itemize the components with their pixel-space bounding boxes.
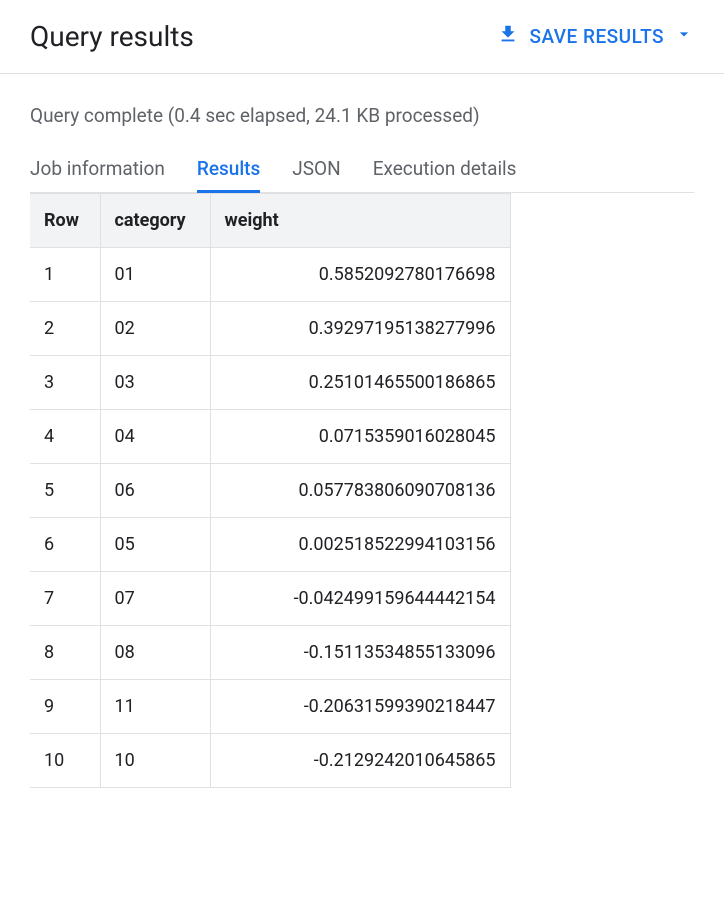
tab-results[interactable]: Results <box>197 147 260 192</box>
content: Query complete (0.4 sec elapsed, 24.1 KB… <box>0 74 724 788</box>
tabs: Job information Results JSON Execution d… <box>30 147 694 193</box>
cell-category: 10 <box>100 734 210 788</box>
cell-category: 02 <box>100 302 210 356</box>
cell-row: 7 <box>30 572 100 626</box>
cell-category: 11 <box>100 680 210 734</box>
cell-row: 10 <box>30 734 100 788</box>
page-title: Query results <box>30 20 194 53</box>
cell-weight: -0.15113534855133096 <box>210 626 510 680</box>
cell-row: 1 <box>30 248 100 302</box>
cell-weight: 0.057783806090708136 <box>210 464 510 518</box>
cell-row: 2 <box>30 302 100 356</box>
header: Query results SAVE RESULTS <box>0 0 724 74</box>
cell-row: 3 <box>30 356 100 410</box>
cell-weight: -0.042499159644442154 <box>210 572 510 626</box>
chevron-down-icon <box>674 24 694 49</box>
tab-job-information[interactable]: Job information <box>30 147 165 192</box>
cell-category: 03 <box>100 356 210 410</box>
table-row: 6050.002518522994103156 <box>30 518 510 572</box>
cell-weight: -0.2129242010645865 <box>210 734 510 788</box>
cell-row: 8 <box>30 626 100 680</box>
save-results-button[interactable]: SAVE RESULTS <box>497 23 694 50</box>
cell-row: 4 <box>30 410 100 464</box>
cell-category: 08 <box>100 626 210 680</box>
table-row: 3030.25101465500186865 <box>30 356 510 410</box>
results-table: Row category weight 1010.585209278017669… <box>30 193 511 788</box>
cell-weight: 0.39297195138277996 <box>210 302 510 356</box>
column-header-weight: weight <box>210 194 510 248</box>
table-row: 808-0.15113534855133096 <box>30 626 510 680</box>
table-row: 4040.0715359016028045 <box>30 410 510 464</box>
table-header-row: Row category weight <box>30 194 510 248</box>
cell-category: 05 <box>100 518 210 572</box>
cell-row: 5 <box>30 464 100 518</box>
cell-category: 04 <box>100 410 210 464</box>
tab-execution-details[interactable]: Execution details <box>373 147 517 192</box>
table-row: 1010.5852092780176698 <box>30 248 510 302</box>
table-row: 707-0.042499159644442154 <box>30 572 510 626</box>
cell-category: 06 <box>100 464 210 518</box>
cell-category: 07 <box>100 572 210 626</box>
cell-weight: 0.0715359016028045 <box>210 410 510 464</box>
column-header-row: Row <box>30 194 100 248</box>
cell-row: 6 <box>30 518 100 572</box>
cell-weight: 0.5852092780176698 <box>210 248 510 302</box>
table-row: 911-0.20631599390218447 <box>30 680 510 734</box>
cell-row: 9 <box>30 680 100 734</box>
cell-category: 01 <box>100 248 210 302</box>
table-row: 1010-0.2129242010645865 <box>30 734 510 788</box>
query-status: Query complete (0.4 sec elapsed, 24.1 KB… <box>30 104 694 127</box>
download-icon <box>497 23 519 50</box>
tab-json[interactable]: JSON <box>292 147 340 192</box>
cell-weight: -0.20631599390218447 <box>210 680 510 734</box>
cell-weight: 0.25101465500186865 <box>210 356 510 410</box>
table-row: 5060.057783806090708136 <box>30 464 510 518</box>
column-header-category: category <box>100 194 210 248</box>
table-row: 2020.39297195138277996 <box>30 302 510 356</box>
cell-weight: 0.002518522994103156 <box>210 518 510 572</box>
save-results-label: SAVE RESULTS <box>529 25 664 48</box>
